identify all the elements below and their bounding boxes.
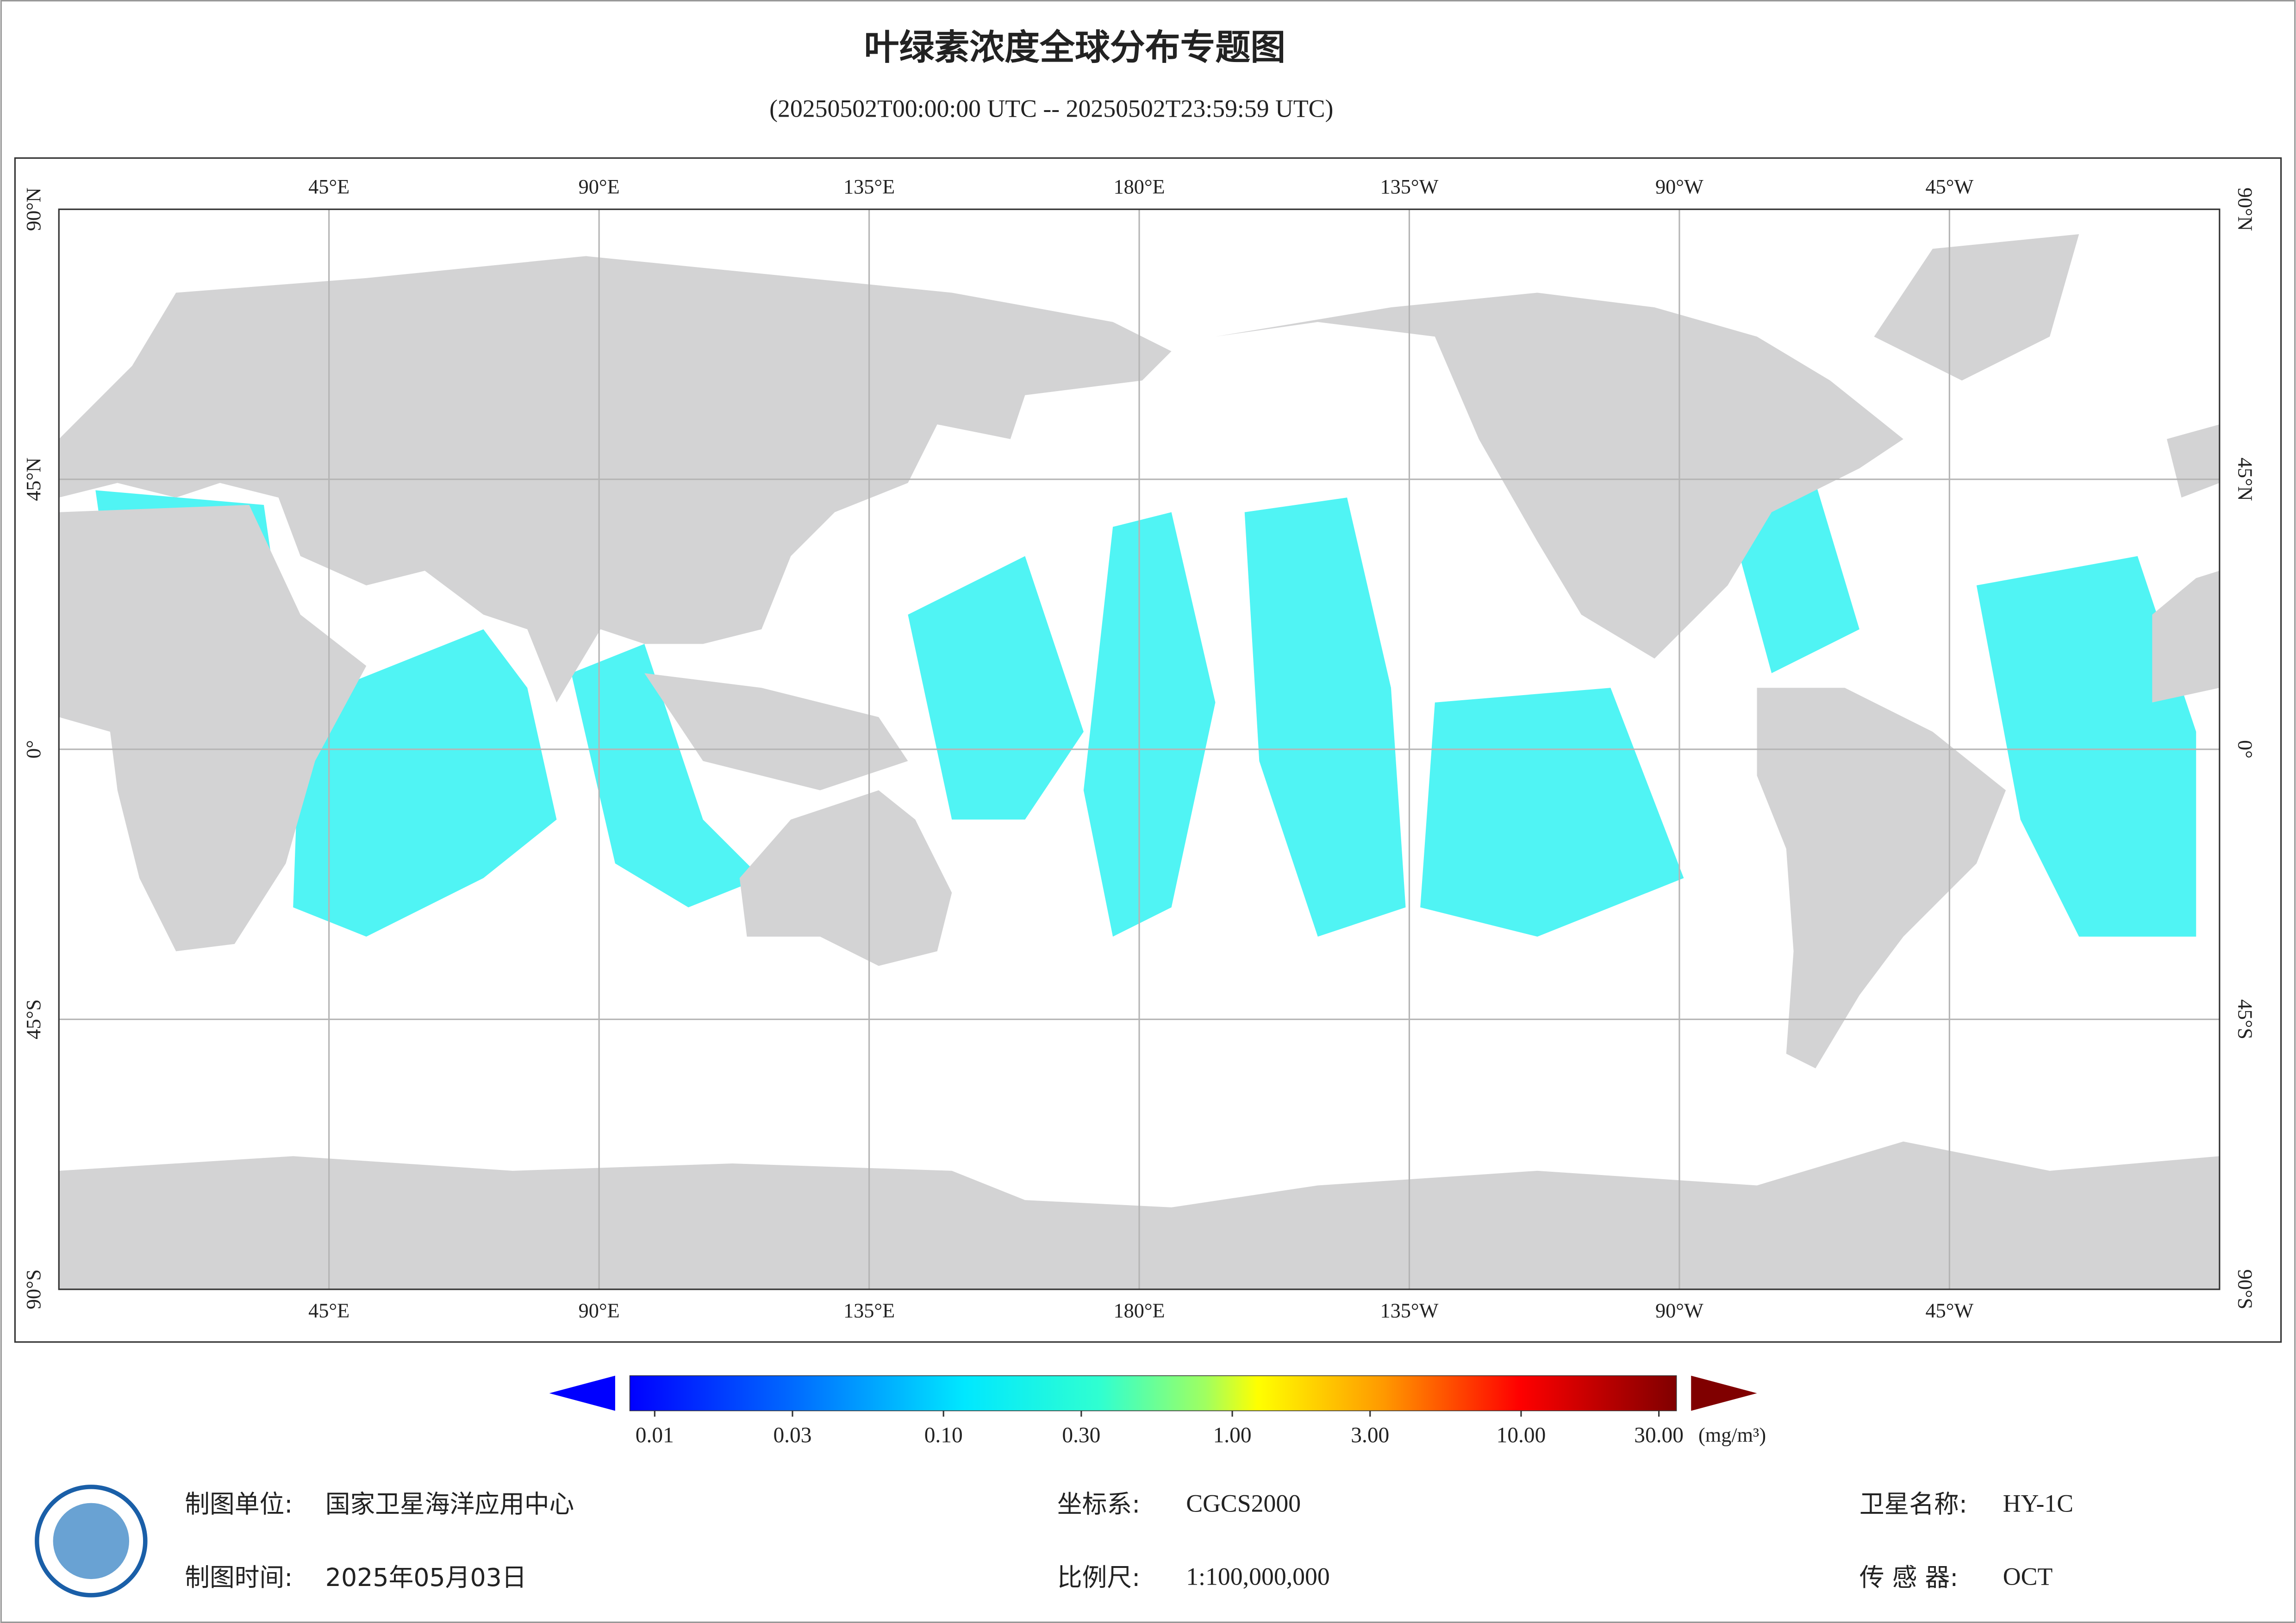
date-label: 制图时间: bbox=[185, 1563, 293, 1592]
logo-globe bbox=[53, 1503, 130, 1579]
lat-label-right: 45°S bbox=[2234, 999, 2256, 1039]
lon-label-top: 135°E bbox=[843, 175, 895, 198]
lon-label-top: 90°W bbox=[1655, 175, 1703, 198]
sensor-label: 传 感 器: bbox=[1859, 1563, 1959, 1592]
lat-label-right: 90°S bbox=[2234, 1269, 2256, 1310]
map-frame bbox=[14, 157, 2282, 1343]
colorbar-over-arrow bbox=[1691, 1375, 1757, 1411]
lon-label-bottom: 90°W bbox=[1655, 1300, 1703, 1322]
lon-label-top: 45°E bbox=[308, 175, 349, 198]
lat-label-right: 90°N bbox=[2234, 187, 2256, 231]
colorbar-tick-label: 0.30 bbox=[1062, 1423, 1100, 1447]
lat-label-right: 0° bbox=[2234, 740, 2256, 759]
colorbar-tick-label: 30.00 bbox=[1634, 1423, 1684, 1447]
lat-label-right: 45°N bbox=[2234, 458, 2256, 501]
lon-label-top: 90°E bbox=[579, 175, 620, 198]
lat-label-left: 45°S bbox=[22, 999, 45, 1039]
scale: 1:100,000,000 bbox=[1186, 1562, 1330, 1590]
lat-label-left: 45°N bbox=[22, 458, 45, 501]
colorbar-tick-label: 0.10 bbox=[924, 1423, 963, 1447]
lat-label-left: 90°N bbox=[22, 187, 45, 231]
colorbar-tick-label: 1.00 bbox=[1213, 1423, 1252, 1447]
colorbar-under-arrow bbox=[549, 1375, 615, 1411]
lon-label-top: 45°W bbox=[1925, 175, 1973, 198]
lat-label-left: 90°S bbox=[22, 1269, 45, 1310]
lon-label-top: 135°W bbox=[1380, 175, 1439, 198]
lon-label-bottom: 180°E bbox=[1113, 1300, 1165, 1322]
colorbar-tick-label: 0.03 bbox=[773, 1423, 811, 1447]
sensor: OCT bbox=[2003, 1562, 2053, 1590]
colorbar-tick-label: 0.01 bbox=[636, 1423, 674, 1447]
lat-label-left: 0° bbox=[22, 740, 45, 759]
colorbar bbox=[629, 1375, 1677, 1412]
satellite-label: 卫星名称: bbox=[1859, 1490, 1967, 1519]
map-border bbox=[58, 208, 2221, 1290]
lon-label-bottom: 45°W bbox=[1925, 1300, 1973, 1322]
scale-label: 比例尺: bbox=[1057, 1563, 1140, 1592]
title: 叶绿素浓度全球分布专题图 bbox=[864, 27, 1286, 68]
lon-label-bottom: 90°E bbox=[579, 1300, 620, 1322]
crs-label: 坐标系: bbox=[1057, 1490, 1140, 1519]
lon-label-bottom: 135°E bbox=[843, 1300, 895, 1322]
satellite: HY-1C bbox=[2003, 1489, 2073, 1517]
producer: 国家卫星海洋应用中心 bbox=[325, 1490, 574, 1519]
lon-label-top: 180°E bbox=[1113, 175, 1165, 198]
lon-label-bottom: 45°E bbox=[308, 1300, 349, 1322]
date: 2025年05月03日 bbox=[325, 1563, 527, 1592]
lon-label-bottom: 135°W bbox=[1380, 1300, 1439, 1322]
subtitle: (20250502T00:00:00 UTC -- 20250502T23:59… bbox=[769, 95, 1333, 123]
colorbar-tick-label: 3.00 bbox=[1351, 1423, 1389, 1447]
colorbar-tick-label: 10.00 bbox=[1497, 1423, 1546, 1447]
crs: CGCS2000 bbox=[1186, 1489, 1301, 1517]
producer-label: 制图单位: bbox=[185, 1490, 293, 1519]
colorbar-unit: (mg/m³) bbox=[1698, 1424, 1766, 1447]
map bbox=[59, 209, 2220, 1289]
